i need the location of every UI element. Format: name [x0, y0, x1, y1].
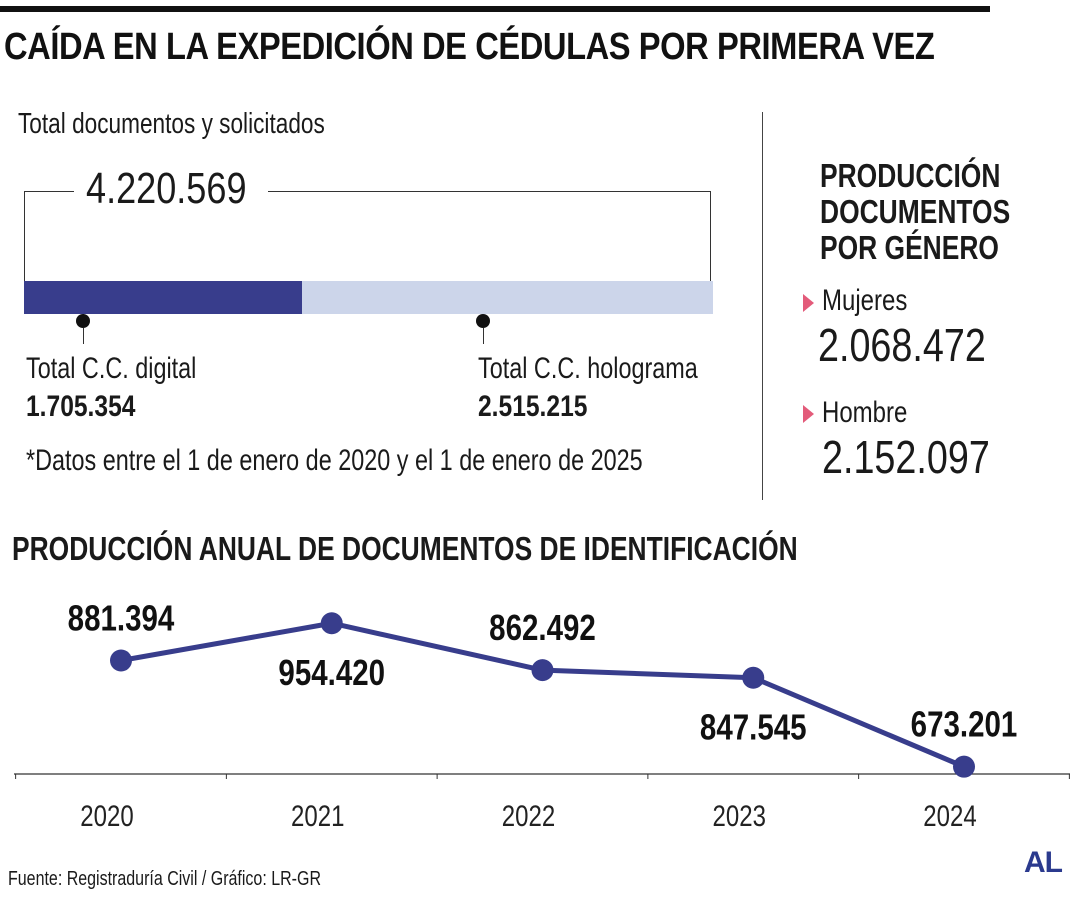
x-tick-label: 2022	[502, 798, 555, 832]
holograma-value: 2.515.215	[478, 390, 588, 423]
data-point	[953, 755, 975, 778]
total-bar-track	[24, 281, 713, 314]
men-marker-icon	[803, 405, 814, 423]
data-point	[531, 659, 554, 682]
women-value: 2.068.472	[818, 319, 986, 371]
brand-logo: AL	[1024, 846, 1063, 879]
date-range-note: *Datos entre el 1 de enero de 2020 y el …	[26, 444, 643, 477]
data-point	[110, 649, 132, 672]
top-rule	[0, 6, 990, 12]
data-point	[320, 612, 343, 635]
holograma-pin-stem	[483, 328, 484, 344]
men-value: 2.152.097	[822, 431, 990, 483]
total-bracket-left	[24, 191, 74, 281]
source-footer: Fuente: Registraduría Civil / Gráfico: L…	[8, 868, 321, 890]
holograma-label: Total C.C. holograma	[478, 352, 698, 385]
women-label: Mujeres	[822, 284, 908, 317]
annual-chart-title: PRODUCCIÓN ANUAL DE DOCUMENTOS DE IDENTI…	[12, 530, 798, 567]
gender-title-line: DOCUMENTOS	[820, 193, 1011, 230]
data-point	[742, 666, 765, 689]
vertical-divider	[762, 112, 763, 500]
holograma-pin-dot	[476, 314, 490, 328]
gender-title: PRODUCCIÓN DOCUMENTOS POR GÉNERO	[820, 158, 1010, 266]
x-tick-label: 2023	[713, 798, 766, 832]
digital-label: Total C.C. digital	[26, 352, 197, 385]
data-label: 881.394	[68, 598, 175, 638]
x-tick-label: 2020	[80, 798, 133, 832]
women-marker-icon	[803, 294, 814, 312]
digital-value: 1.705.354	[26, 390, 136, 423]
data-label: 673.201	[911, 704, 1018, 744]
men-label: Hombre	[822, 396, 908, 429]
x-tick-label: 2021	[291, 798, 344, 832]
data-label: 847.545	[700, 707, 807, 747]
x-tick-label: 2024	[923, 798, 976, 832]
total-label: Total documentos y solicitados	[18, 108, 325, 140]
gender-title-line: PRODUCCIÓN	[820, 157, 1001, 194]
digital-bar-segment	[24, 281, 303, 314]
digital-pin-dot	[76, 314, 90, 328]
gender-title-line: POR GÉNERO	[820, 229, 999, 266]
total-value: 4.220.569	[86, 164, 247, 213]
data-label: 862.492	[489, 607, 596, 647]
data-label: 954.420	[278, 652, 385, 692]
page-title: CAÍDA EN LA EXPEDICIÓN DE CÉDULAS POR PR…	[4, 26, 935, 68]
total-bracket-right	[268, 191, 711, 281]
digital-pin-stem	[83, 328, 84, 344]
